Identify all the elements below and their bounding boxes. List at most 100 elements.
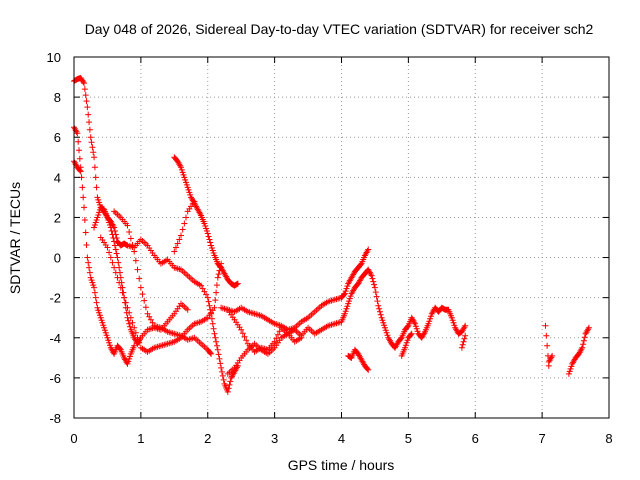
data-point [178, 232, 184, 239]
data-point [101, 327, 108, 334]
data-point [347, 293, 354, 300]
data-point [184, 306, 191, 313]
data-point [234, 280, 241, 287]
data-point [462, 332, 469, 339]
data-point [369, 275, 376, 282]
data-point [93, 299, 100, 306]
data-point [207, 349, 214, 356]
data-point [345, 300, 352, 307]
data-point [97, 314, 104, 321]
data-point [214, 274, 221, 281]
data-point [413, 325, 420, 332]
data-point [127, 353, 134, 360]
data-point [208, 245, 215, 252]
data-point [580, 337, 587, 344]
data-point [81, 80, 88, 87]
data-point [381, 322, 388, 329]
series-track-q [565, 324, 592, 377]
x-tick-label: 5 [405, 431, 412, 446]
data-point [92, 219, 99, 226]
data-point [107, 224, 114, 231]
series-track-f [111, 208, 215, 357]
y-tick-label: 0 [54, 251, 61, 266]
data-point [90, 282, 97, 289]
data-point [126, 228, 133, 235]
data-point [80, 194, 87, 201]
data-point [104, 334, 111, 341]
data-point [119, 289, 126, 296]
data-point [96, 201, 103, 208]
data-point [372, 289, 379, 296]
data-point [210, 325, 217, 332]
data-point [85, 259, 92, 266]
data-point [201, 220, 208, 227]
data-point [365, 366, 372, 373]
data-point [96, 199, 103, 206]
data-point [215, 351, 222, 358]
series-track-j [218, 246, 372, 333]
data-point [382, 327, 389, 334]
data-point [105, 216, 112, 223]
data-point [209, 320, 216, 327]
data-point [298, 334, 305, 341]
data-point [342, 308, 349, 315]
data-point [125, 317, 132, 324]
data-point [580, 341, 587, 348]
data-point [146, 313, 153, 320]
data-point [131, 324, 138, 331]
data-point [181, 220, 188, 227]
data-point [183, 179, 190, 186]
data-point [407, 331, 414, 338]
data-point [132, 257, 139, 264]
data-point [204, 294, 211, 301]
data-point [234, 281, 241, 288]
data-point [139, 291, 146, 298]
data-point [179, 226, 186, 233]
data-point [122, 299, 129, 306]
series-track-g [171, 154, 241, 289]
data-point [131, 248, 138, 255]
y-axis-label: SDTVAR / TECUs [7, 182, 23, 294]
data-point [112, 269, 119, 276]
series-track-p [545, 352, 556, 365]
data-point [585, 324, 592, 331]
data-point [203, 227, 210, 234]
data-point [203, 291, 210, 298]
data-point [136, 275, 143, 282]
data-point [91, 289, 98, 296]
data-point [380, 319, 387, 326]
y-tick-label: 4 [54, 170, 61, 185]
data-point [461, 335, 468, 342]
data-point [271, 338, 278, 345]
data-point [346, 295, 353, 302]
x-axis-label: GPS time / hours [288, 457, 395, 473]
x-tick-label: 8 [605, 431, 612, 446]
data-point [74, 130, 81, 137]
data-point [174, 240, 181, 247]
data-point [86, 126, 93, 133]
data-point [110, 235, 117, 242]
data-point [84, 104, 91, 111]
data-point [376, 305, 383, 312]
data-point [227, 378, 234, 385]
data-point [116, 264, 123, 271]
x-tick-label: 6 [472, 431, 479, 446]
data-point [207, 306, 214, 313]
data-point [549, 352, 556, 359]
x-tick-label: 7 [539, 431, 546, 446]
data-point [397, 335, 404, 342]
data-point [209, 247, 216, 254]
data-point [199, 285, 206, 292]
x-tick-label: 2 [204, 431, 211, 446]
data-point [83, 242, 90, 249]
data-point [106, 249, 113, 256]
data-point [93, 216, 100, 223]
data-point [374, 298, 381, 305]
data-point [378, 314, 385, 321]
data-point [462, 322, 469, 329]
data-point [178, 166, 185, 173]
data-point [216, 355, 223, 362]
data-point [86, 264, 93, 271]
